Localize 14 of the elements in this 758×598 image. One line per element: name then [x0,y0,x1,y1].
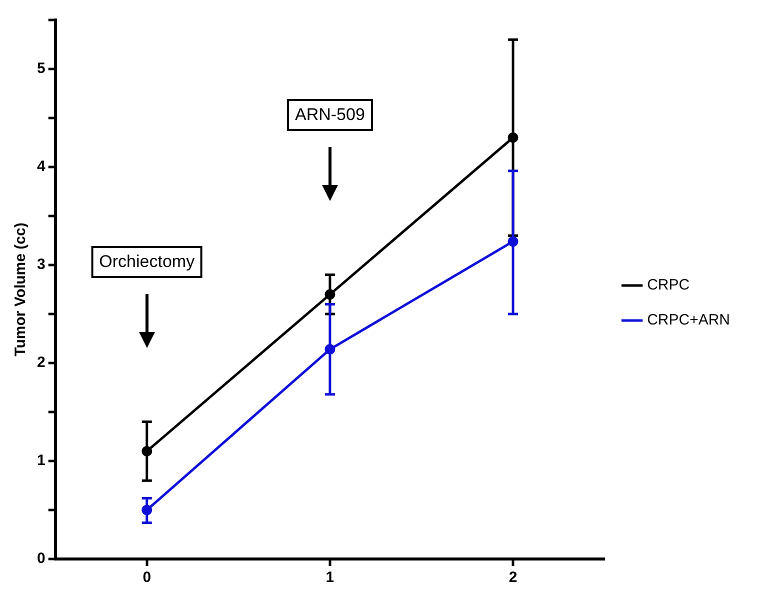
y-tick-label: 0 [37,550,46,568]
annotation: Orchiectomy [91,246,203,278]
y-tick-label: 1 [37,452,46,470]
legend-label: CRPC+ARN [647,312,730,329]
x-tick-label: 2 [508,569,518,586]
y-tick-label: 2 [37,354,46,372]
y-tick-label: 5 [37,60,46,78]
x-tick-label: 1 [326,569,334,586]
y-axis-title: Tumor Volume (cc) [12,222,30,356]
y-tick-label: 4 [37,158,46,176]
x-tick-label: 0 [142,569,152,586]
legend-label: CRPC [647,276,690,294]
annotation: ARN-509 [286,98,373,131]
y-tick-label: 3 [37,256,46,274]
